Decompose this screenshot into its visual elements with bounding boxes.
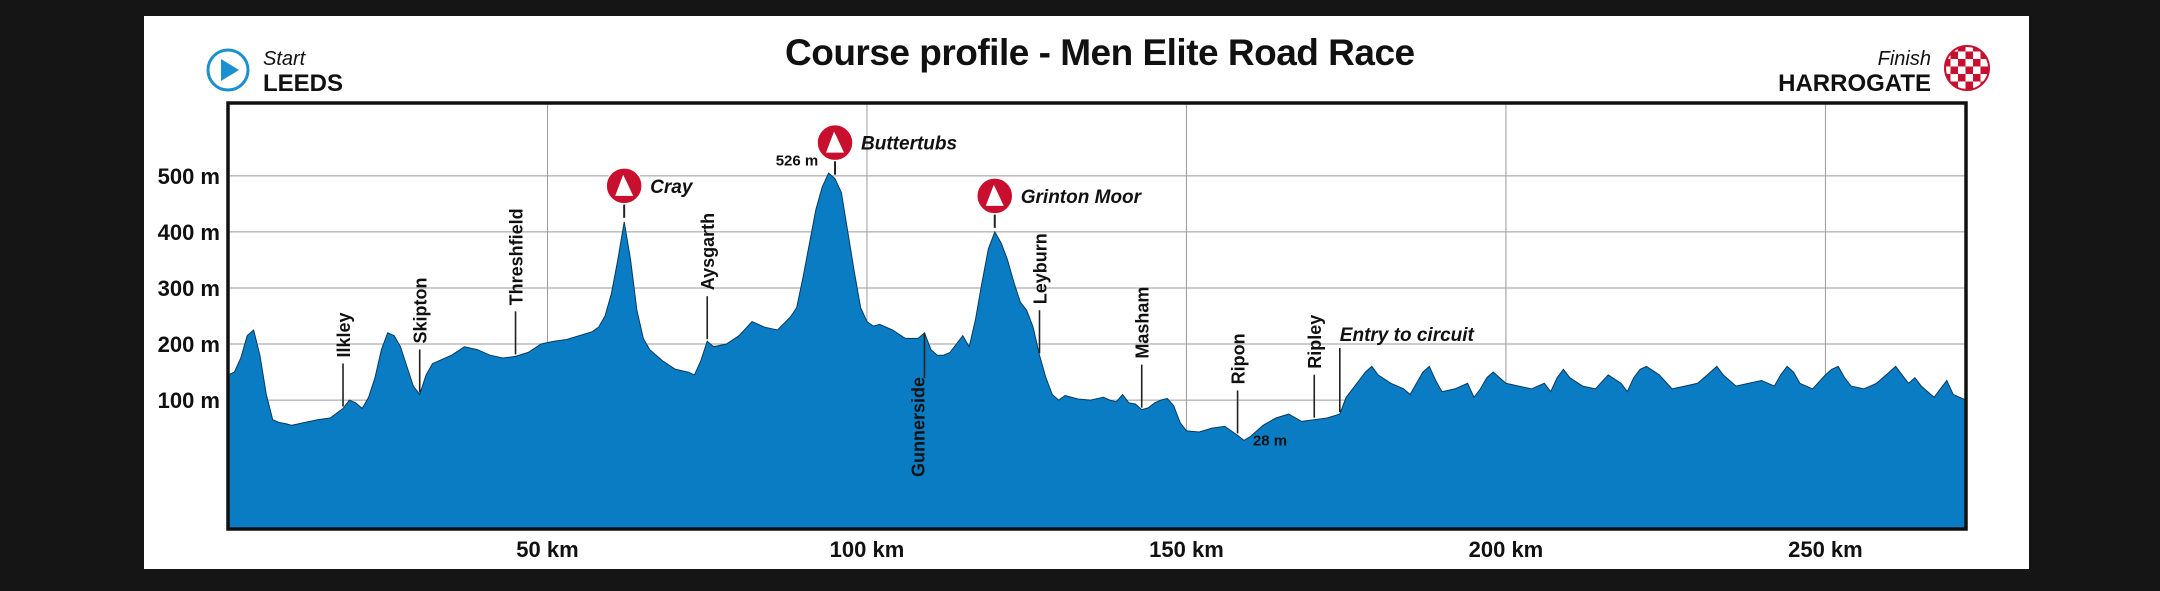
flag-square	[1980, 66, 1988, 74]
mountain-glyph	[985, 184, 1004, 206]
circuit-entry-label: Entry to circuit	[1340, 325, 1475, 346]
town-label: Masham	[1133, 287, 1153, 359]
flag-square	[1950, 51, 1958, 59]
flag-square	[1945, 59, 1951, 67]
x-tick-label: 150 km	[1149, 537, 1224, 562]
flag-square	[1973, 74, 1981, 82]
climb-label: Cray	[650, 177, 694, 198]
climb-label: Buttertubs	[861, 134, 957, 155]
flag-square	[1945, 46, 1951, 52]
finish-caption: Finish	[1877, 48, 1931, 70]
climb-label: Grinton Moor	[1021, 187, 1143, 208]
town-label: Ripley	[1305, 315, 1325, 369]
min-elevation-label: 28 m	[1253, 432, 1287, 449]
flag-square	[1965, 81, 1973, 89]
flag-square	[1958, 74, 1966, 82]
mountain-glyph	[826, 131, 845, 153]
town-label: Aysgarth	[698, 213, 718, 290]
town-label: Leyburn	[1030, 233, 1050, 304]
flag-ring	[1944, 45, 1990, 91]
start-town: LEEDS	[263, 70, 344, 97]
flag-square	[1973, 59, 1981, 67]
chart-title: Course profile - Men Elite Road Race	[785, 32, 1415, 73]
flag-square	[1945, 89, 1951, 90]
finish-town: HARROGATE	[1778, 70, 1931, 97]
mountain-glyph	[615, 174, 634, 196]
y-tick-label: 500 m	[158, 164, 220, 189]
max-elevation-label: 526 m	[776, 152, 819, 169]
flag-square	[1965, 66, 1973, 74]
town-label: Ripon	[1229, 333, 1249, 384]
y-tick-label: 100 m	[158, 388, 220, 413]
flag-square	[1988, 89, 1989, 90]
flag-square	[1965, 51, 1973, 59]
x-tick-label: 100 km	[830, 537, 905, 562]
flag-square	[1973, 89, 1981, 90]
flag-square	[1988, 46, 1989, 52]
y-tick-label: 400 m	[158, 220, 220, 245]
play-triangle	[221, 59, 239, 81]
town-label: Skipton	[411, 277, 431, 343]
plot-frame	[226, 101, 1968, 531]
flag-square	[1950, 66, 1958, 74]
flag-square	[1958, 59, 1966, 67]
x-tick-label: 250 km	[1788, 537, 1863, 562]
town-label: Threshfield	[507, 208, 527, 305]
town-label: Gunnerside	[908, 377, 928, 477]
x-tick-label: 50 km	[516, 537, 578, 562]
flag-square	[1988, 74, 1989, 82]
town-label: Ilkley	[334, 312, 354, 357]
x-tick-label: 200 km	[1469, 537, 1544, 562]
y-tick-label: 300 m	[158, 276, 220, 301]
start-caption: Start	[263, 48, 306, 70]
flag-square	[1958, 46, 1966, 52]
y-tick-label: 200 m	[158, 332, 220, 357]
elevation-area	[227, 172, 1967, 530]
